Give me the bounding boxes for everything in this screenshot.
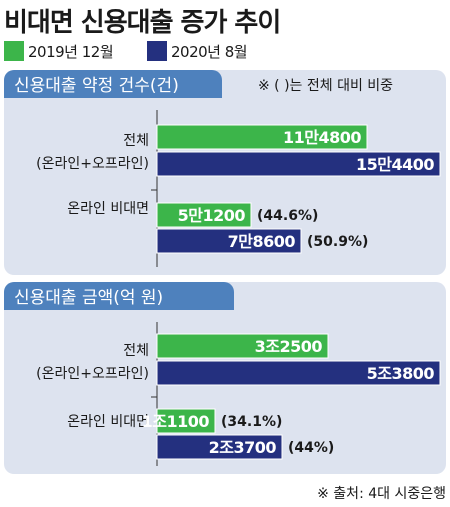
share-label: (34.1%) — [221, 414, 282, 430]
share-label: (50.9%) — [307, 234, 368, 250]
bar — [156, 202, 252, 228]
bar-value-label: 7만8600 — [228, 232, 296, 251]
category-label: 전체 — [123, 133, 149, 149]
bar — [156, 333, 329, 359]
legend-label-2019: 2019년 12월 — [28, 42, 114, 61]
bar — [156, 151, 441, 177]
bar — [156, 360, 441, 386]
bar-value-label: 2조3700 — [209, 438, 277, 457]
panel-1-title-tab-base — [4, 84, 222, 98]
category-sublabel: (온라인+오프라인) — [36, 366, 149, 382]
panel-1-title: 신용대출 약정 건수(건) — [14, 76, 179, 96]
bar — [156, 228, 302, 254]
legend-swatch-2019 — [4, 41, 24, 61]
share-label: (44%) — [288, 440, 334, 456]
category-label: 온라인 비대면 — [67, 414, 149, 430]
source-note: ※ 출처: 4대 시중은행 — [317, 486, 446, 502]
bar — [156, 124, 368, 150]
bar-value-label: 5만1200 — [178, 206, 246, 225]
bar-value-label: 11만4800 — [283, 128, 361, 147]
panel-2-title: 신용대출 금액(억 원) — [14, 288, 163, 308]
bar-value-label: 5조3800 — [367, 364, 435, 383]
chart-title: 비대면 신용대출 증가 추이 — [4, 8, 281, 38]
bar-value-label: 3조2500 — [255, 337, 323, 356]
legend-item-2020: 2020년 8월 — [147, 41, 248, 61]
category-label: 전체 — [123, 343, 149, 359]
legend-item-2019: 2019년 12월 — [4, 41, 114, 61]
share-label: (44.6%) — [257, 208, 318, 224]
legend-label-2020: 2020년 8월 — [171, 42, 248, 61]
legend-swatch-2020 — [147, 41, 167, 61]
bar-value-label: 15만4400 — [356, 155, 434, 174]
bar — [156, 434, 283, 460]
bar-value-label: 1조1100 — [142, 412, 210, 431]
bar — [156, 408, 216, 434]
share-note: ※ ( )는 전체 대비 비중 — [258, 78, 393, 94]
category-sublabel: (온라인+오프라인) — [36, 156, 149, 172]
panel-2-title-tab-base — [4, 296, 234, 310]
category-label: 온라인 비대면 — [67, 201, 149, 217]
